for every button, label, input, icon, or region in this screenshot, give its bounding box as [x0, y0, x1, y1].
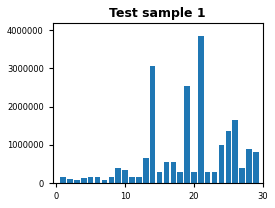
- Bar: [60, 177, 66, 183]
- Bar: [164, 162, 169, 183]
- Bar: [205, 172, 210, 183]
- Bar: [116, 168, 121, 183]
- Bar: [136, 177, 142, 183]
- Bar: [239, 168, 245, 183]
- Bar: [88, 177, 94, 183]
- Bar: [150, 66, 155, 183]
- Bar: [170, 162, 176, 183]
- Bar: [157, 172, 162, 183]
- Bar: [246, 149, 252, 183]
- Bar: [232, 120, 238, 183]
- Bar: [177, 172, 183, 183]
- Bar: [226, 131, 231, 183]
- Bar: [212, 172, 217, 183]
- Bar: [191, 172, 197, 183]
- Bar: [253, 152, 258, 183]
- Bar: [74, 180, 80, 183]
- Bar: [198, 36, 204, 183]
- Bar: [219, 145, 224, 183]
- Bar: [143, 158, 148, 183]
- Bar: [122, 170, 128, 183]
- Bar: [95, 177, 100, 183]
- Bar: [81, 178, 87, 183]
- Bar: [129, 177, 135, 183]
- Bar: [102, 180, 107, 183]
- Bar: [184, 85, 190, 183]
- Title: Test sample 1: Test sample 1: [109, 7, 206, 20]
- Bar: [67, 179, 73, 183]
- Bar: [109, 177, 114, 183]
